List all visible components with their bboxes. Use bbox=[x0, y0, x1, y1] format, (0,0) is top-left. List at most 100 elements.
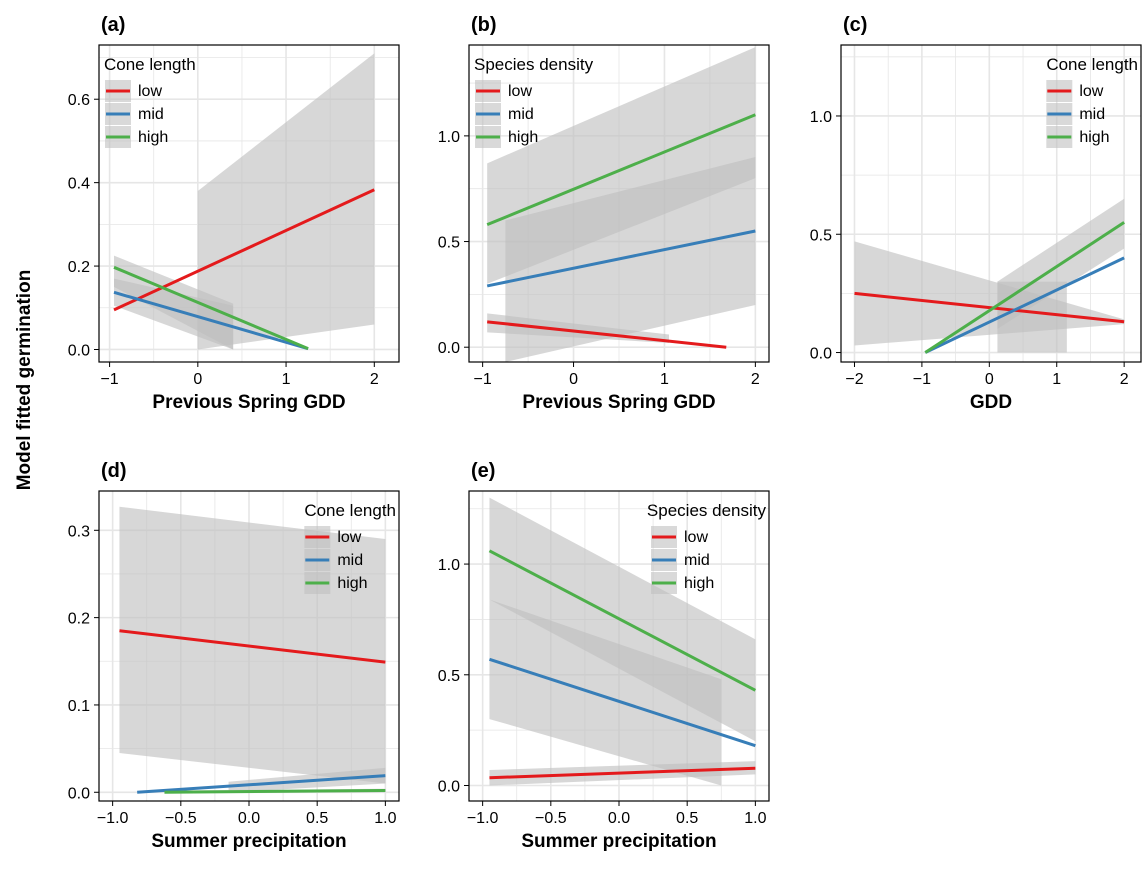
x-tick-label: 1 bbox=[1052, 371, 1061, 388]
y-tick-label: 0.2 bbox=[68, 611, 90, 628]
line-mid bbox=[113, 290, 309, 351]
y-tick-label: 0.0 bbox=[68, 785, 90, 802]
panel-1: −1 0 1 2 0.0 0.2 0.4 0.6 Previous Spring GDD (a) C… bbox=[68, 14, 400, 413]
legend-label-mid: mid bbox=[508, 106, 534, 123]
y-tick-label: 0.0 bbox=[68, 342, 90, 359]
panel-border bbox=[98, 44, 400, 363]
x-tick-label: −0.5 bbox=[535, 810, 567, 827]
x-tick-label: 2 bbox=[751, 371, 760, 388]
x-tick-label: −2 bbox=[845, 371, 863, 388]
x-tick-label: 1.0 bbox=[744, 810, 766, 827]
x-tick-label: 0 bbox=[193, 371, 202, 388]
panel-label: (c) bbox=[843, 14, 867, 36]
line-low bbox=[854, 291, 1125, 324]
x-tick-label: −1 bbox=[100, 371, 118, 388]
x-tick-label: 0.0 bbox=[608, 810, 630, 827]
legend-label-low: low bbox=[684, 529, 708, 546]
legend-label-low: low bbox=[1079, 83, 1103, 100]
bands bbox=[487, 47, 756, 362]
line-high bbox=[924, 221, 1125, 354]
legend-label-mid: mid bbox=[684, 552, 710, 569]
panel-5: −1.0 −0.5 0.0 0.5 1.0 0.0 0.5 1.0 Summer precipi… bbox=[438, 460, 770, 852]
line-mid bbox=[488, 657, 756, 748]
x-tick-label: 0 bbox=[985, 371, 994, 388]
legend-title: Species density bbox=[647, 501, 767, 520]
legend-title: Species density bbox=[474, 55, 594, 74]
line-low bbox=[487, 320, 727, 349]
y-tick-label: 1.0 bbox=[438, 557, 460, 574]
x-tick-label: 0.5 bbox=[676, 810, 698, 827]
x-tick-label: 0.5 bbox=[306, 810, 328, 827]
x-tick-label: −1.0 bbox=[97, 810, 129, 827]
y-tick-label: 0.5 bbox=[810, 227, 832, 244]
legend: Species density low mid high bbox=[474, 55, 594, 148]
band-high bbox=[487, 47, 756, 284]
x-axis-title: GDD bbox=[970, 392, 1012, 413]
panel-4: −1.0 −0.5 0.0 0.5 1.0 0.0 0.1 0.2 0.3 Summer prec… bbox=[68, 460, 400, 852]
line-high bbox=[164, 789, 386, 794]
lines bbox=[488, 549, 757, 780]
y-tick-label: 0.3 bbox=[68, 523, 90, 540]
y-tick-label: 0.5 bbox=[438, 668, 460, 685]
x-tick-label: 1 bbox=[282, 371, 291, 388]
panel-border bbox=[468, 44, 770, 363]
x-tick-label: 0 bbox=[569, 371, 578, 388]
x-tick-label: −0.5 bbox=[165, 810, 197, 827]
bands bbox=[489, 497, 756, 786]
legend-title: Cone length bbox=[304, 501, 396, 520]
legend-label-low: low bbox=[138, 83, 162, 100]
x-axis-title: Summer precipitation bbox=[151, 831, 346, 852]
x-tick-label: 1.0 bbox=[374, 810, 396, 827]
x-tick-label: 0.0 bbox=[238, 810, 260, 827]
legend-label-low: low bbox=[337, 529, 361, 546]
y-tick-label: 1.0 bbox=[438, 129, 460, 146]
band-mid bbox=[489, 599, 722, 786]
band-low bbox=[197, 53, 375, 350]
line-low bbox=[119, 629, 386, 664]
panel-border bbox=[840, 44, 1142, 363]
y-tick-label: 0.6 bbox=[68, 92, 90, 109]
y-tick-label: 1.0 bbox=[810, 109, 832, 126]
legend-label-high: high bbox=[337, 575, 367, 592]
line-mid bbox=[137, 774, 386, 794]
panel-3: −2 −1 0 1 2 0.0 0.5 1.0 GDD (c) Cone length low mid h… bbox=[810, 14, 1142, 413]
y-tick-label: 0.0 bbox=[810, 346, 832, 363]
line-low bbox=[113, 188, 375, 312]
legend-title: Cone length bbox=[104, 55, 196, 74]
panel-label: (b) bbox=[471, 14, 497, 36]
line-mid bbox=[924, 256, 1125, 354]
legend-label-high: high bbox=[138, 129, 168, 146]
panel-label: (d) bbox=[101, 460, 127, 482]
y-axis-title: Model fitted germination bbox=[14, 269, 35, 491]
legend-label-mid: mid bbox=[138, 106, 164, 123]
lines bbox=[854, 221, 1125, 354]
legend: Cone length low mid high bbox=[1046, 55, 1138, 148]
legend-label-mid: mid bbox=[337, 552, 363, 569]
lines bbox=[113, 188, 375, 351]
legend-title: Cone length bbox=[1046, 55, 1138, 74]
y-tick-label: 0.1 bbox=[68, 698, 90, 715]
x-axis-title: Previous Spring GDD bbox=[522, 392, 715, 413]
legend: Species density low mid high bbox=[647, 501, 767, 594]
panel-label: (a) bbox=[101, 14, 125, 36]
y-tick-label: 0.0 bbox=[438, 779, 460, 796]
y-tick-label: 0.0 bbox=[438, 340, 460, 357]
x-axis-title: Summer precipitation bbox=[521, 831, 716, 852]
legend-label-mid: mid bbox=[1079, 106, 1105, 123]
x-tick-label: 2 bbox=[1120, 371, 1129, 388]
line-high bbox=[486, 113, 756, 227]
legend-label-low: low bbox=[508, 83, 532, 100]
x-axis-title: Previous Spring GDD bbox=[152, 392, 345, 413]
line-high bbox=[488, 549, 757, 692]
legend: Cone length low mid high bbox=[304, 501, 396, 594]
x-tick-label: −1 bbox=[913, 371, 931, 388]
line-high bbox=[113, 265, 309, 351]
legend: Cone length low mid high bbox=[104, 55, 196, 148]
legend-label-high: high bbox=[684, 575, 714, 592]
legend-label-high: high bbox=[1079, 129, 1109, 146]
lines bbox=[486, 113, 756, 349]
panel-2: −1 0 1 2 0.0 0.5 1.0 Previous Spring GDD (b) Spec… bbox=[438, 14, 770, 413]
x-tick-label: −1 bbox=[474, 371, 492, 388]
y-tick-label: 0.4 bbox=[68, 176, 90, 193]
